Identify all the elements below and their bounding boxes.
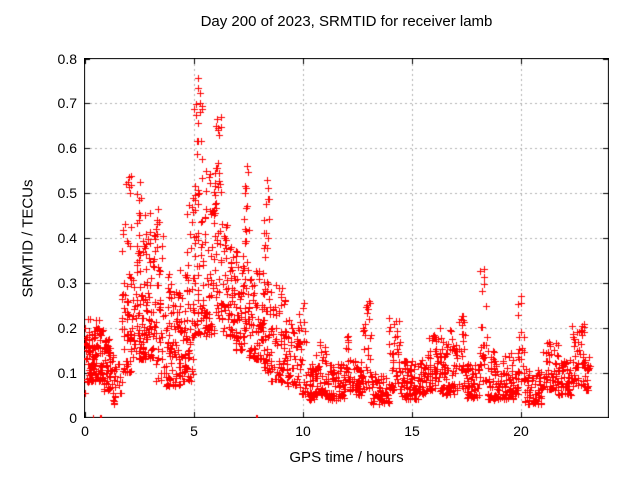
x-tick-label: 20 <box>513 423 529 439</box>
y-tick-label: 0 <box>69 410 77 426</box>
x-tick-label: 10 <box>295 423 311 439</box>
x-tick-label: 0 <box>81 423 89 439</box>
y-tick-label: 0.2 <box>57 320 77 336</box>
y-tick-label: 0.4 <box>57 230 77 246</box>
chart-title: Day 200 of 2023, SRMTID for receiver lam… <box>200 13 493 30</box>
x-tick-label: 5 <box>190 423 198 439</box>
scatter-plot-canvas <box>84 58 609 418</box>
y-tick-label: 0.8 <box>57 51 77 67</box>
x-axis-label: GPS time / hours <box>289 449 404 466</box>
y-tick-label: 0.3 <box>57 275 77 291</box>
y-tick-label: 0.5 <box>57 185 77 201</box>
x-tick-label: 15 <box>404 423 420 439</box>
y-tick-label: 0.6 <box>57 140 77 156</box>
y-tick-label: 0.1 <box>57 365 77 381</box>
y-tick-label: 0.7 <box>57 95 77 111</box>
